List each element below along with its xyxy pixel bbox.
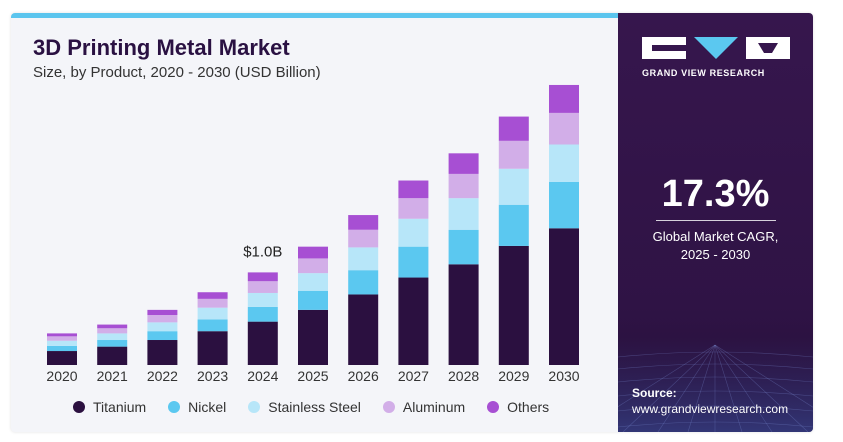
cagr-label-line1: Global Market CAGR, — [652, 229, 779, 244]
legend-swatch-nickel — [168, 401, 181, 413]
bar-segment-titanium-2022 — [147, 340, 178, 365]
x-tick-label-2023: 2023 — [197, 368, 228, 384]
bar-segment-titanium-2026 — [348, 294, 379, 365]
bar-segment-titanium-2023 — [197, 331, 228, 365]
bar-segment-nickel-2027 — [398, 246, 429, 278]
bar-segment-others-2027 — [398, 180, 429, 199]
bar-segment-titanium-2029 — [498, 245, 529, 365]
bar-segment-aluminum-2021 — [97, 328, 128, 334]
bar-segment-others-2028 — [448, 153, 479, 174]
bar-segment-aluminum-2026 — [348, 229, 379, 248]
bar-segment-stainless-steel-2020 — [47, 340, 77, 346]
legend-label-aluminum: Aluminum — [402, 399, 466, 415]
x-tick-label-2030: 2030 — [548, 368, 579, 384]
bar-segment-stainless-steel-2024 — [247, 292, 278, 307]
legend-item-nickel: Nickel — [168, 399, 226, 415]
legend-label-others: Others — [507, 399, 550, 415]
bar-segment-titanium-2027 — [398, 277, 429, 365]
bar-segment-nickel-2026 — [348, 270, 379, 295]
legend-label-stainless-steel: Stainless Steel — [268, 399, 361, 415]
bar-segment-nickel-2022 — [147, 331, 178, 341]
x-tick-label-2028: 2028 — [448, 368, 479, 384]
cagr-value: 17.3% — [661, 173, 770, 215]
chart-subtitle: Size, by Product, 2020 - 2030 (USD Billi… — [33, 64, 321, 81]
bar-segment-others-2023 — [197, 292, 228, 299]
bar-segment-others-2025 — [298, 246, 328, 259]
source-label: Source: — [632, 386, 677, 400]
bar-segment-nickel-2028 — [448, 229, 479, 265]
legend-label-titanium: Titanium — [93, 399, 147, 415]
bar-segment-others-2022 — [147, 309, 178, 316]
legend-item-aluminum: Aluminum — [382, 399, 466, 415]
bar-segment-stainless-steel-2021 — [97, 333, 128, 341]
bar-segment-stainless-steel-2027 — [398, 218, 429, 247]
grid-floor-graphic — [618, 337, 813, 432]
bar-segment-nickel-2030 — [549, 181, 579, 229]
cagr-divider — [656, 220, 776, 221]
bar-segment-titanium-2025 — [298, 309, 328, 365]
bar-segment-titanium-2028 — [448, 264, 479, 365]
x-tick-label-2026: 2026 — [348, 368, 379, 384]
x-tick-label-2020: 2020 — [46, 368, 77, 384]
bar-segment-titanium-2030 — [549, 228, 579, 365]
bar-segment-nickel-2021 — [97, 340, 128, 347]
bar-segment-aluminum-2029 — [498, 140, 529, 169]
bar-segment-stainless-steel-2023 — [197, 307, 228, 320]
bar-segment-stainless-steel-2028 — [448, 198, 479, 230]
legend-swatch-stainless-steel — [248, 401, 261, 413]
bar-segment-stainless-steel-2022 — [147, 322, 178, 332]
bar-segment-nickel-2023 — [197, 319, 228, 332]
bar-segment-titanium-2024 — [247, 321, 278, 365]
bar-segment-titanium-2021 — [97, 346, 128, 365]
legend-label-nickel: Nickel — [188, 399, 227, 415]
bar-segment-nickel-2029 — [498, 204, 529, 246]
legend-swatch-titanium — [73, 401, 85, 413]
bar-segment-others-2030 — [549, 84, 579, 113]
legend-item-titanium: Titanium — [73, 399, 146, 415]
x-tick-label-2027: 2027 — [398, 368, 429, 384]
source-url[interactable]: www.grandviewresearch.com — [632, 402, 789, 416]
bar-segment-others-2021 — [97, 324, 128, 329]
bar-segment-nickel-2024 — [247, 306, 278, 322]
bar-segment-aluminum-2027 — [398, 198, 429, 219]
x-tick-label-2024: 2024 — [247, 368, 278, 384]
bar-segment-titanium-2020 — [47, 351, 77, 365]
bar-segment-aluminum-2020 — [47, 336, 77, 341]
bar-segment-stainless-steel-2029 — [498, 168, 529, 205]
bar-segment-aluminum-2028 — [448, 173, 479, 199]
cagr-label-line2: 2025 - 2030 — [680, 247, 751, 262]
bar-segment-aluminum-2030 — [549, 112, 579, 145]
legend-swatch-aluminum — [382, 401, 395, 413]
accent-bar — [11, 13, 618, 18]
chart-legend: Titanium Nickel Stainless Steel Aluminum Oth… — [73, 399, 571, 415]
bar-segment-nickel-2020 — [47, 345, 77, 352]
grand-view-research-logo — [642, 37, 790, 59]
bar-segment-aluminum-2023 — [197, 298, 228, 308]
legend-swatch-others — [487, 401, 500, 413]
bar-segment-others-2026 — [348, 215, 379, 230]
cagr-label: Global Market CAGR, 2025 - 2030 — [618, 228, 813, 264]
info-panel: GRAND VIEW RESEARCH 17.3% Global Market … — [618, 13, 813, 432]
stacked-bar-chart: 2020 2021 2022 2023 2024 $1.0B 2025 2026 2027 202… — [46, 84, 580, 384]
bar-segment-others-2029 — [498, 116, 529, 141]
bar-segment-aluminum-2022 — [147, 315, 178, 323]
bar-segment-aluminum-2024 — [247, 281, 278, 293]
chart-title: 3D Printing Metal Market — [33, 35, 290, 60]
x-tick-label-2021: 2021 — [97, 368, 128, 384]
brand-name: GRAND VIEW RESEARCH — [642, 68, 765, 78]
bar-segment-others-2024 — [247, 272, 278, 282]
bar-segment-stainless-steel-2030 — [549, 144, 579, 182]
bar-segment-aluminum-2025 — [298, 258, 328, 274]
bar-segment-nickel-2025 — [298, 290, 328, 310]
x-tick-label-2025: 2025 — [297, 368, 328, 384]
chart-card: 3D Printing Metal Market Size, by Produc… — [11, 13, 813, 432]
x-tick-label-2029: 2029 — [498, 368, 529, 384]
x-tick-label-2022: 2022 — [147, 368, 178, 384]
legend-item-stainless-steel: Stainless Steel — [248, 399, 361, 415]
bar-segment-stainless-steel-2026 — [348, 247, 379, 271]
annotation-label-2024: $1.0B — [243, 243, 282, 260]
bar-segment-stainless-steel-2025 — [298, 273, 328, 291]
legend-item-others: Others — [487, 399, 549, 415]
bar-segment-others-2020 — [47, 333, 77, 337]
